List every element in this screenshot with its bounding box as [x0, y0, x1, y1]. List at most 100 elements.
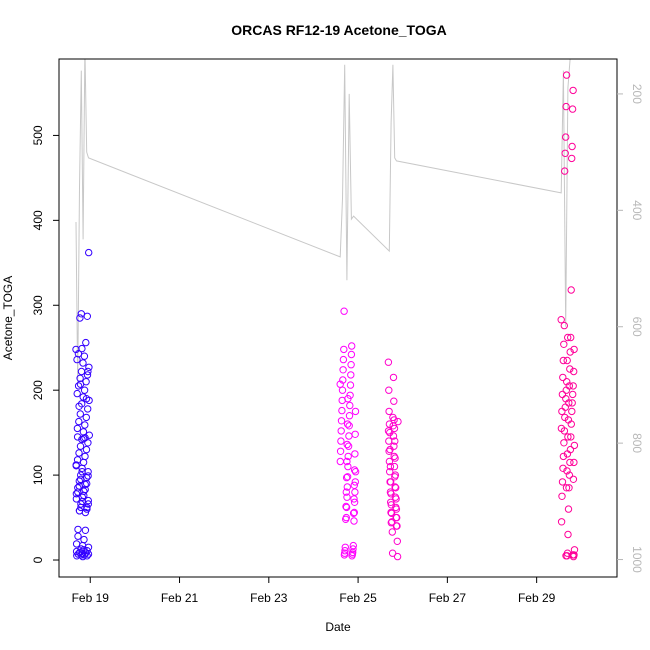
data-point-series-4 — [564, 505, 573, 513]
data-point-series-2 — [342, 488, 350, 496]
data-point-series-4 — [567, 286, 575, 294]
data-point-series-4 — [564, 530, 572, 539]
data-point-series-2 — [342, 502, 350, 511]
data-point-series-2 — [348, 342, 356, 350]
data-point-series-3 — [392, 522, 401, 530]
data-point-series-2 — [343, 440, 351, 449]
data-point-series-2 — [341, 547, 349, 555]
data-point-series-3 — [386, 462, 395, 471]
data-point-series-1 — [80, 386, 89, 394]
data-point-series-2 — [344, 452, 352, 461]
data-point-series-3 — [387, 508, 395, 517]
data-point-series-1 — [83, 473, 91, 482]
data-point-series-3 — [388, 528, 396, 536]
data-point-series-2 — [345, 412, 354, 420]
data-point-series-3 — [388, 518, 396, 526]
data-point-series-4 — [568, 407, 576, 416]
data-point-series-3 — [391, 493, 400, 501]
data-point-series-1 — [78, 400, 86, 408]
data-point-series-1 — [81, 526, 90, 534]
data-point-series-3 — [392, 484, 400, 492]
data-point-series-4 — [557, 316, 565, 324]
data-point-series-3 — [385, 447, 393, 455]
data-point-series-1 — [84, 500, 93, 508]
data-point-series-2 — [347, 361, 355, 369]
data-point-series-4 — [567, 333, 575, 342]
data-point-series-3 — [385, 420, 394, 428]
data-point-series-2 — [343, 420, 352, 428]
data-point-series-2 — [351, 407, 360, 416]
data-point-series-1 — [78, 344, 86, 353]
data-point-series-1 — [79, 359, 87, 367]
data-point-series-1 — [75, 449, 83, 457]
data-point-series-2 — [342, 513, 350, 522]
right-y-tick-label: 800 — [630, 433, 644, 453]
data-point-series-4 — [558, 407, 566, 416]
data-point-series-1 — [77, 367, 86, 376]
data-point-series-1 — [80, 352, 89, 360]
data-point-series-4 — [570, 458, 578, 467]
data-point-series-2 — [340, 345, 348, 354]
data-point-series-2 — [340, 551, 349, 559]
data-point-series-1 — [83, 371, 92, 379]
data-point-series-4 — [568, 154, 576, 163]
data-point-series-1 — [85, 248, 93, 257]
data-point-series-1 — [78, 464, 86, 472]
data-point-series-1 — [84, 439, 92, 447]
data-point-series-4 — [570, 441, 579, 450]
data-point-series-3 — [385, 457, 394, 466]
data-point-series-3 — [391, 483, 399, 491]
data-point-series-2 — [350, 466, 359, 474]
data-point-series-1 — [73, 355, 81, 364]
data-point-series-4 — [568, 399, 576, 407]
right-y-tick-label: 1000 — [630, 546, 644, 573]
x-tick-label: Feb 21 — [161, 591, 199, 605]
data-point-series-1 — [81, 480, 89, 489]
data-point-series-1 — [83, 552, 91, 560]
chart-title: ORCAS RF12-19 Acetone_TOGA — [231, 22, 447, 38]
data-point-series-3 — [389, 422, 397, 430]
data-point-series-4 — [564, 333, 572, 342]
data-point-series-2 — [346, 401, 354, 410]
data-point-series-4 — [570, 345, 578, 354]
data-point-series-4 — [559, 373, 567, 382]
data-point-series-2 — [343, 473, 352, 481]
data-point-series-3 — [387, 519, 395, 527]
data-point-series-1 — [76, 374, 84, 382]
data-point-series-1 — [85, 363, 93, 371]
data-point-series-4 — [569, 390, 577, 399]
data-point-series-2 — [347, 371, 355, 379]
data-point-series-3 — [392, 513, 400, 522]
data-point-series-1 — [84, 405, 92, 413]
data-point-series-1 — [77, 310, 86, 318]
data-point-series-2 — [344, 442, 353, 450]
data-point-series-2 — [338, 386, 347, 394]
x-axis: Feb 19 Feb 21 Feb 23 Feb 25 Feb 27 Feb 29 — [72, 576, 556, 605]
data-point-series-3 — [389, 432, 398, 440]
data-point-series-2 — [342, 473, 351, 482]
data-point-series-4 — [565, 471, 574, 479]
data-point-series-4 — [560, 439, 568, 447]
data-point-series-2 — [343, 483, 351, 491]
data-point-series-3 — [387, 509, 396, 517]
data-point-series-4 — [564, 416, 573, 424]
data-point-series-2 — [351, 450, 359, 458]
right-y-tick-label: 200 — [630, 84, 644, 104]
x-tick-label: Feb 27 — [429, 591, 467, 605]
altitude-line — [75, 59, 571, 385]
y-tick-label: 0 — [31, 556, 45, 563]
data-point-series-3 — [386, 468, 394, 476]
data-point-series-4 — [558, 390, 567, 399]
data-point-series-4 — [562, 102, 570, 111]
data-point-series-4 — [569, 382, 577, 390]
data-point-series-2 — [351, 468, 360, 476]
data-point-series-3 — [394, 417, 402, 426]
data-point-series-4 — [565, 399, 573, 407]
data-point-series-4 — [570, 367, 578, 376]
data-point-series-4 — [563, 356, 571, 365]
data-point-series-4 — [570, 546, 579, 554]
data-point-series-3 — [385, 386, 393, 394]
data-point-series-2 — [350, 495, 358, 503]
data-point-series-2 — [350, 498, 359, 506]
data-point-series-4 — [566, 458, 574, 467]
